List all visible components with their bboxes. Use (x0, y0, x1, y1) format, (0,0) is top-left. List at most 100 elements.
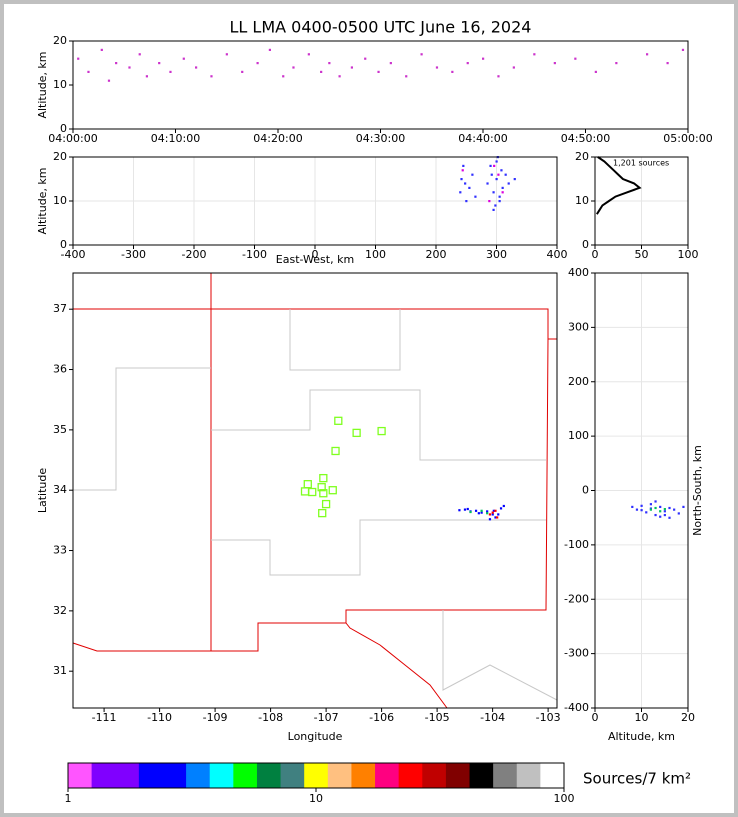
county-line (289, 309, 401, 371)
source-point (491, 511, 494, 514)
x-tick-label: 04:40:00 (458, 132, 507, 145)
source-point (364, 57, 367, 60)
source-point (668, 516, 671, 519)
source-point (502, 504, 505, 508)
county-line (211, 519, 546, 576)
source-point (466, 507, 469, 511)
colorbar-swatch (233, 763, 258, 788)
source-point (659, 505, 662, 509)
y-tick-label: 0 (60, 122, 67, 135)
source-point (489, 164, 492, 167)
x-tick-label: 04:00:00 (48, 132, 97, 145)
x-tick-label: 200 (426, 248, 447, 261)
station (308, 487, 317, 497)
source-point (169, 70, 172, 73)
source-point (646, 53, 649, 56)
source-point (640, 504, 643, 507)
x-tick-label: 0 (592, 248, 599, 261)
source-point (513, 178, 516, 181)
source-point (649, 503, 652, 506)
axes-frame (72, 272, 558, 709)
y-tick-label: 10 (53, 194, 67, 207)
station (331, 446, 340, 456)
y-tick-label: 0 (582, 238, 589, 251)
source-point (668, 506, 671, 510)
x-tick-label: 20 (681, 711, 695, 724)
border-line (72, 273, 212, 652)
source-point (553, 62, 556, 65)
source-point (615, 62, 618, 65)
y-tick-label: -300 (564, 647, 589, 660)
source-point (462, 164, 465, 167)
source-point (659, 515, 662, 518)
source-point (469, 510, 472, 514)
source-point (498, 200, 501, 203)
x-tick-label: -111 (92, 711, 117, 724)
histogram-line (596, 156, 642, 215)
station (319, 473, 328, 483)
x-tick-label: -104 (480, 711, 505, 724)
x-tick-label: -107 (314, 711, 339, 724)
tick-label: 1 (65, 792, 72, 805)
x-tick-label: -105 (425, 711, 450, 724)
station (318, 508, 327, 518)
x-tick-label: -106 (369, 711, 394, 724)
x-tick-label: 400 (547, 248, 568, 261)
source-point (492, 208, 495, 211)
colorbar-swatch (493, 763, 518, 788)
station (334, 416, 343, 425)
y-tick-label: 300 (568, 320, 589, 333)
source-point (504, 173, 507, 176)
y-tick-label: 35 (53, 423, 67, 436)
x-tick-label: 04:10:00 (151, 132, 200, 145)
station (317, 483, 326, 492)
y-tick-label: 10 (575, 194, 589, 207)
source-point (663, 510, 666, 513)
station (321, 499, 331, 509)
y-tick-label: 200 (568, 375, 589, 388)
x-tick-label: 100 (365, 248, 386, 261)
y-tick-label: -400 (564, 701, 589, 714)
y-tick-label: 20 (575, 150, 589, 163)
source-point (494, 204, 497, 207)
colorbar-swatch (115, 763, 140, 788)
source-point (307, 53, 310, 56)
source-point (681, 48, 685, 51)
source-point (497, 173, 500, 176)
source-point (328, 62, 331, 65)
source-point (451, 70, 454, 73)
colorbar-swatch (469, 763, 494, 788)
source-point (282, 75, 285, 78)
source-point (87, 70, 90, 73)
x-tick-label: -108 (258, 711, 283, 724)
colorbar-swatch (540, 763, 565, 788)
colorbar-swatch (422, 763, 447, 788)
source-point (465, 200, 468, 203)
x-axis-label: Longitude (288, 730, 343, 743)
y-tick-label: 34 (53, 483, 67, 496)
x-tick-label: 04:50:00 (561, 132, 610, 145)
plot-area (596, 156, 642, 215)
source-point (145, 75, 148, 78)
source-point (420, 53, 423, 56)
source-point (654, 500, 657, 503)
source-point (256, 62, 259, 65)
source-point (468, 186, 471, 189)
border-line (73, 308, 557, 340)
axes-frame (72, 156, 558, 246)
colorbar-swatch (256, 763, 282, 788)
y-tick-label: 31 (53, 664, 67, 677)
source-point (100, 48, 103, 51)
source-point (631, 505, 634, 509)
source-point (210, 75, 213, 78)
source-point (488, 513, 492, 516)
source-point (494, 516, 497, 519)
source-point (491, 513, 494, 516)
chart-title: LL LMA 0400-0500 UTC June 16, 2024 (230, 18, 532, 37)
colorbar-swatch (398, 763, 423, 788)
source-point (645, 511, 648, 514)
source-point (405, 75, 408, 78)
y-tick-label: 33 (53, 544, 67, 557)
source-point (497, 75, 500, 78)
source-point (461, 169, 464, 172)
